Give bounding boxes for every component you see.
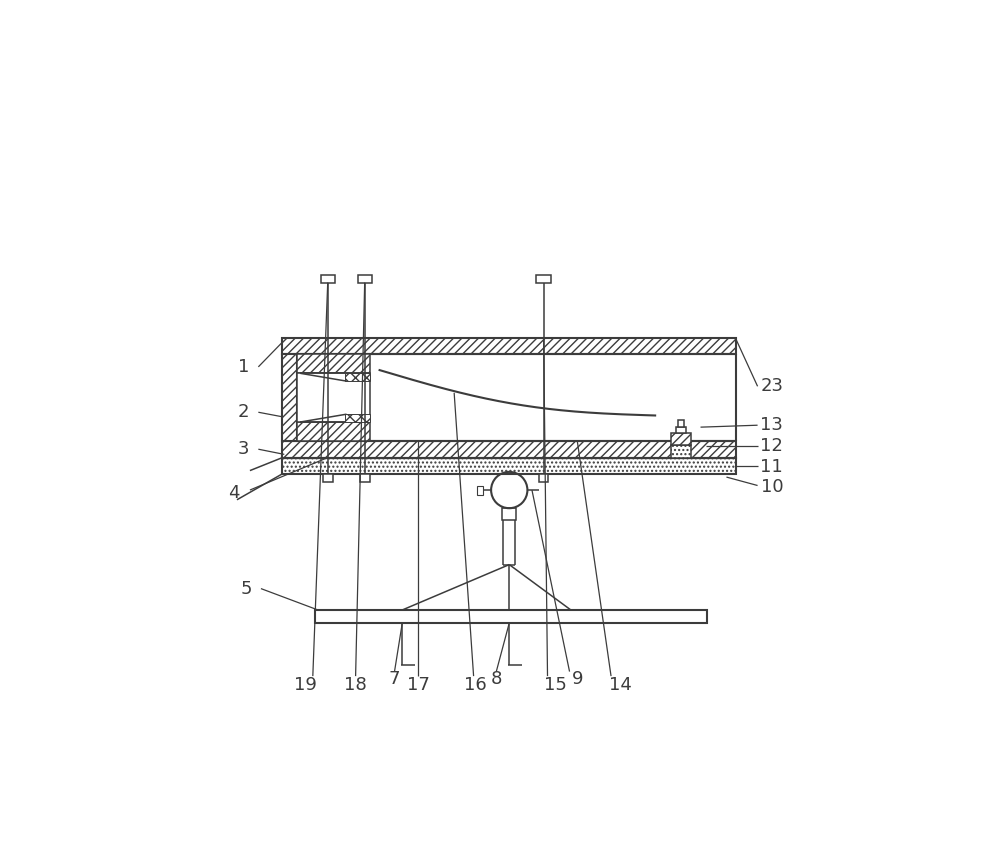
Bar	[282, 441, 736, 457]
Bar	[360, 474, 370, 482]
Text: 13: 13	[760, 416, 783, 434]
Bar	[297, 354, 370, 373]
Bar	[539, 474, 548, 482]
Text: 8: 8	[491, 670, 502, 689]
Text: 5: 5	[241, 579, 252, 598]
Bar	[676, 427, 686, 433]
Bar	[297, 422, 370, 441]
Text: 7: 7	[389, 670, 400, 689]
Text: 4: 4	[228, 484, 239, 503]
Text: 14: 14	[609, 675, 632, 694]
Text: 10: 10	[761, 477, 783, 496]
Bar	[297, 373, 370, 422]
Bar	[671, 445, 691, 457]
Bar	[282, 457, 736, 474]
Bar	[536, 274, 551, 283]
Text: 23: 23	[760, 377, 783, 395]
Bar	[502, 509, 516, 520]
Text: 18: 18	[344, 675, 367, 694]
Bar	[358, 274, 372, 283]
Bar	[477, 486, 483, 494]
Text: 3: 3	[238, 440, 249, 458]
Text: 11: 11	[760, 458, 783, 477]
Bar	[345, 414, 370, 422]
Text: 1: 1	[238, 358, 249, 376]
Text: 2: 2	[238, 403, 249, 421]
Text: 12: 12	[760, 437, 783, 455]
Bar	[321, 274, 335, 283]
Text: 9: 9	[572, 670, 583, 689]
Bar	[345, 373, 370, 381]
Text: 17: 17	[407, 675, 430, 694]
Text: 16: 16	[464, 675, 487, 694]
Text: 19: 19	[294, 675, 316, 694]
Bar	[678, 420, 684, 427]
Text: 15: 15	[544, 675, 567, 694]
Bar	[315, 610, 707, 623]
Bar	[282, 354, 297, 441]
Bar	[282, 338, 736, 354]
Bar	[323, 474, 333, 482]
Bar	[671, 433, 691, 445]
